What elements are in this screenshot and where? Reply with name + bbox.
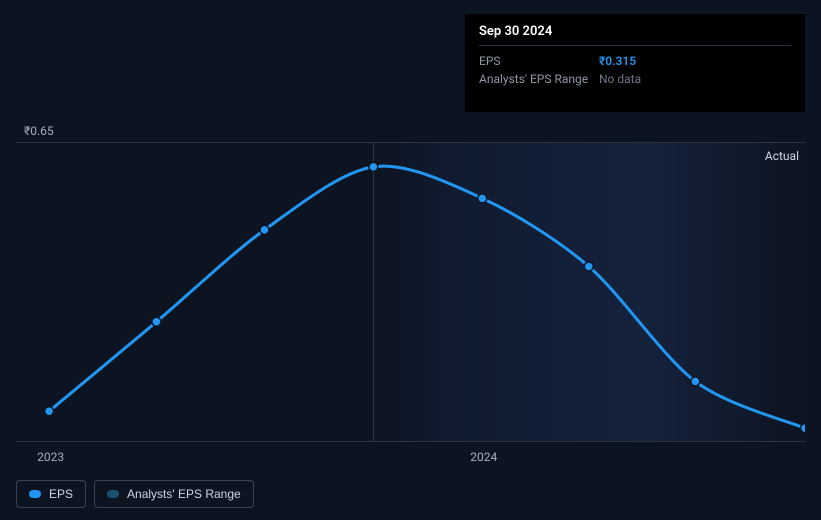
tooltip-row-label: Analysts' EPS Range [479, 72, 599, 86]
x-axis-label: 2023 [37, 450, 64, 464]
legend-swatch [107, 490, 119, 498]
tooltip-row: EPS ₹0.315 [479, 52, 791, 70]
line-chart-svg [16, 143, 805, 441]
legend-item-analysts-range[interactable]: Analysts' EPS Range [94, 480, 254, 508]
plot-area[interactable]: Actual [16, 142, 805, 442]
tooltip-row-value: No data [599, 72, 641, 86]
tooltip-date: Sep 30 2024 [479, 24, 791, 46]
tooltip: Sep 30 2024 EPS ₹0.315 Analysts' EPS Ran… [465, 14, 805, 112]
legend-item-eps[interactable]: EPS [16, 480, 86, 508]
tooltip-row: Analysts' EPS Range No data [479, 70, 791, 88]
x-axis-label: 2024 [470, 450, 497, 464]
legend-label: EPS [49, 487, 73, 501]
chart-container: Sep 30 2024 EPS ₹0.315 Analysts' EPS Ran… [0, 0, 821, 520]
tooltip-row-label: EPS [479, 54, 599, 68]
legend: EPS Analysts' EPS Range [16, 480, 254, 508]
legend-label: Analysts' EPS Range [127, 487, 241, 501]
legend-swatch [29, 490, 41, 498]
y-axis-label-top: ₹0.65 [24, 124, 54, 138]
tooltip-row-value: ₹0.315 [599, 54, 636, 68]
